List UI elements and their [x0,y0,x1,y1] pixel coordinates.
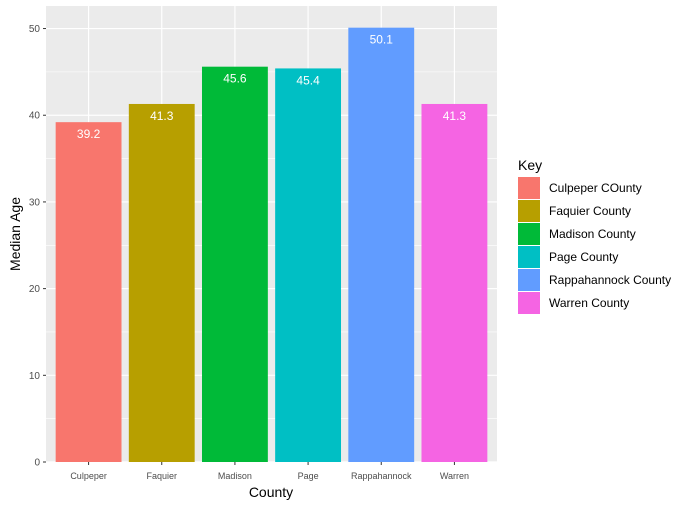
bar-rappahannock [348,27,415,462]
bars [55,27,488,463]
y-axis-title: Median Age [7,197,23,271]
bar-madison [201,66,268,462]
legend: Key Culpeper COunty Faquier County Madison… [518,157,671,314]
legend-swatch [518,292,540,314]
y-axis: 0 10 20 30 40 50 [29,24,46,469]
legend-swatch [518,269,540,291]
x-tick-label: Warren [440,471,469,481]
data-label-warren: 41.3 [443,109,467,123]
data-labels: 39.2 41.3 45.6 45.4 50.1 41.3 [77,33,467,141]
x-tick-label: Page [298,471,319,481]
legend-swatch [518,246,540,268]
data-label-madison: 45.6 [223,72,247,86]
legend-entry-label: Faquier County [549,204,631,218]
data-label-page: 45.4 [296,73,320,87]
y-tick-label: 10 [29,371,41,382]
bar-faquier [128,103,195,462]
x-axis-title: County [249,484,293,500]
legend-swatch [518,177,540,199]
legend-entry-label: Page County [549,250,618,264]
legend-swatch [518,200,540,222]
y-tick-label: 20 [29,284,41,295]
y-tick-label: 50 [29,24,41,35]
y-tick-label: 40 [29,111,41,122]
legend-entry-label: Rappahannock County [549,273,671,287]
x-tick-label: Rappahannock [351,471,412,481]
legend-entry-label: Culpeper COunty [549,181,642,195]
x-axis: Culpeper Faquier Madison Page Rappahannock Wa… [70,462,469,481]
x-tick-label: Culpeper [70,471,107,481]
legend-entry-label: Warren County [549,296,629,310]
legend-title: Key [518,157,542,173]
bar-culpeper [55,122,122,462]
x-tick-label: Madison [218,471,252,481]
x-tick-label: Faquier [146,471,177,481]
legend-swatch [518,223,540,245]
legend-entry-label: Madison County [549,227,636,241]
data-label-culpeper: 39.2 [77,127,101,141]
bar-page [275,68,342,463]
bar-warren [421,103,488,462]
data-label-rappahannock: 50.1 [370,33,394,47]
y-tick-label: 0 [34,458,40,469]
y-tick-label: 30 [29,197,41,208]
data-label-faquier: 41.3 [150,109,174,123]
